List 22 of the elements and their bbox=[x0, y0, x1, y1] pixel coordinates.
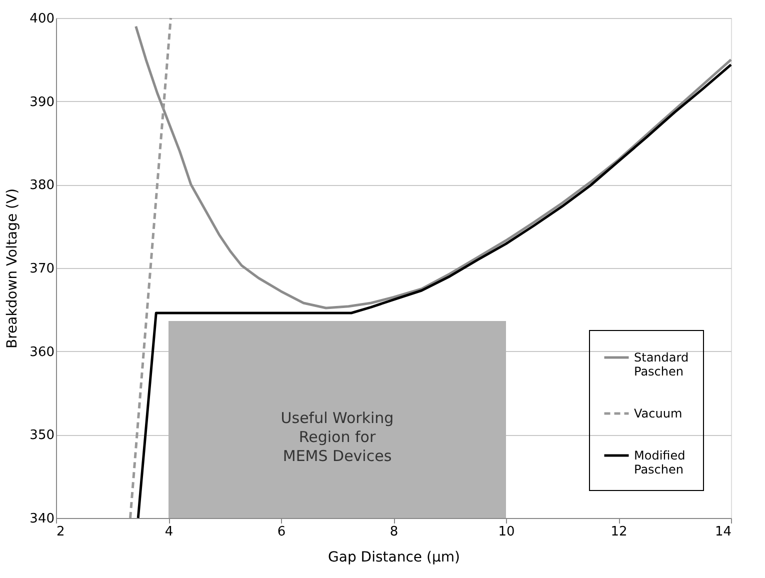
y-tick-label: 350 bbox=[30, 428, 54, 444]
x-tick-label: 8 bbox=[390, 524, 398, 540]
legend-label: Modified Paschen bbox=[634, 448, 686, 476]
y-tick-label: 340 bbox=[30, 512, 54, 526]
x-tick-label: 2 bbox=[56, 524, 65, 540]
legend-label: Standard Paschen bbox=[634, 350, 689, 378]
y-tick-label: 370 bbox=[30, 262, 54, 276]
x-tick-label: 14 bbox=[714, 524, 732, 540]
x-tick-label: 6 bbox=[277, 524, 286, 540]
line-series bbox=[136, 63, 732, 520]
band-label: Useful Working Region for MEMS Devices bbox=[280, 409, 394, 465]
line-series bbox=[134, 25, 732, 310]
legend-label: Vacuum bbox=[634, 406, 682, 420]
x-tick-label: 12 bbox=[610, 524, 628, 540]
x-axis-title: Gap Distance (μm) bbox=[328, 550, 460, 566]
x-tick-label: 4 bbox=[164, 524, 174, 540]
y-tick-label: 380 bbox=[30, 178, 54, 194]
y-tick-label: 400 bbox=[30, 12, 54, 26]
y-tick-label: 390 bbox=[30, 94, 54, 110]
x-tick-label: 10 bbox=[498, 524, 515, 540]
y-tick-label: 360 bbox=[30, 344, 54, 360]
y-axis-title: Breakdown Voltage (V) bbox=[4, 188, 21, 349]
